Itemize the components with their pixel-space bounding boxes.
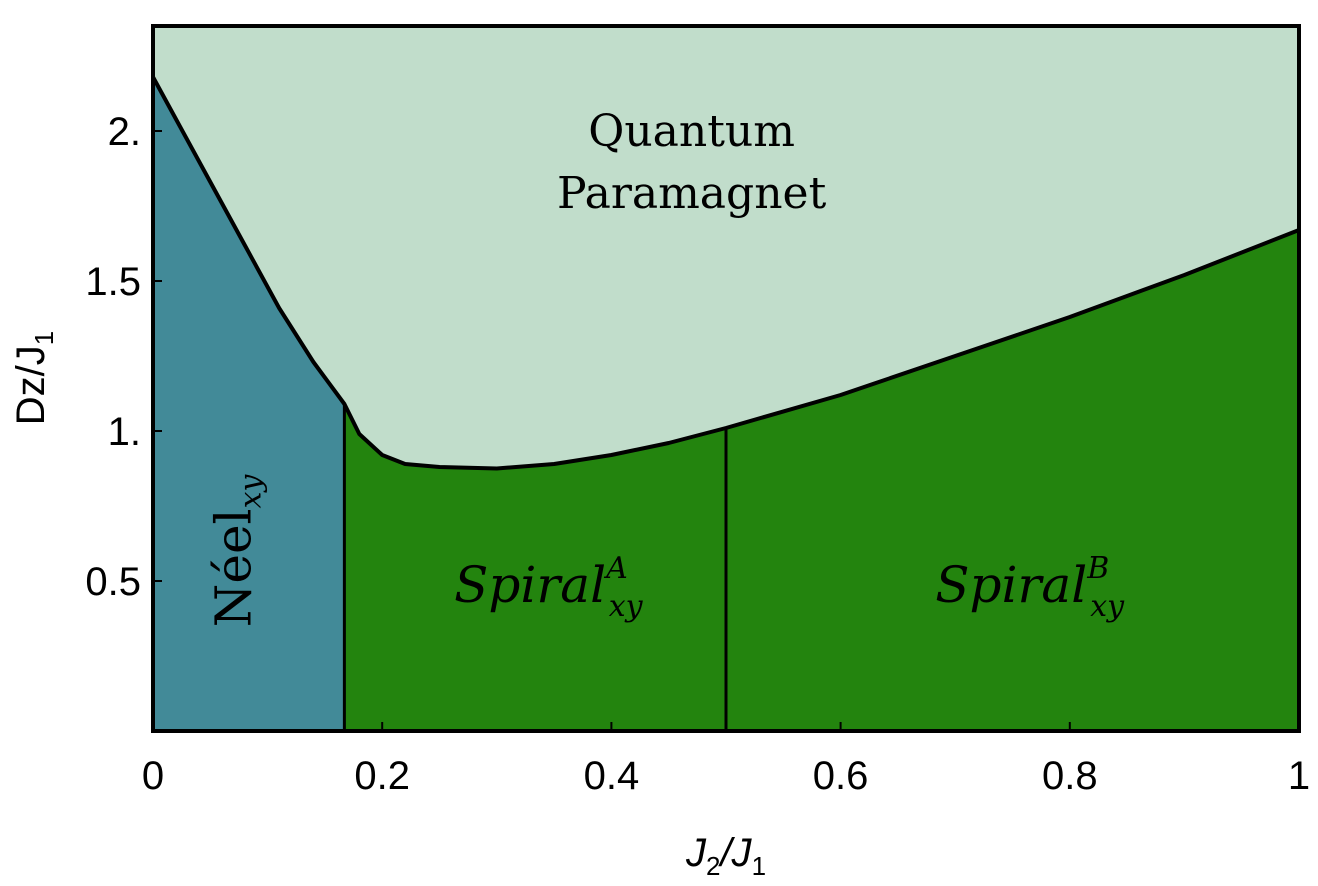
label-quantum-paramagnet-line-2: Paramagnet xyxy=(557,168,827,219)
label-spiral-a-base: Spiral xyxy=(454,556,606,614)
ticks-layer: 0 0.2 0.4 0.6 0.8 1 0.5 1. 1.5 2. xyxy=(85,110,1310,798)
y-tick-label: 1.5 xyxy=(85,260,141,304)
region-spiral-b xyxy=(726,230,1299,731)
label-spiral-b: SpiralB xy xyxy=(935,551,1125,624)
label-neel-base: Néel xyxy=(204,508,262,627)
label-spiral-a-sup: A xyxy=(603,551,628,586)
y-tick-label: 0.5 xyxy=(85,560,141,604)
x-axis-title: J2/J1 xyxy=(685,831,766,881)
x-tick-label: 0.6 xyxy=(813,754,869,798)
x-tick-label: 0.4 xyxy=(584,754,640,798)
label-spiral-b-sub: xy xyxy=(1090,589,1125,624)
y-tick-label: 2. xyxy=(108,110,141,154)
x-tick-label: 0.8 xyxy=(1042,754,1098,798)
label-neel-sub: xy xyxy=(233,474,268,509)
label-neel: Néelxy xyxy=(204,474,268,628)
label-quantum-paramagnet-line-1: Quantum xyxy=(588,106,795,157)
boundary-lines-layer xyxy=(151,76,1300,731)
x-tick-label: 0.2 xyxy=(354,754,410,798)
region-neel xyxy=(153,77,345,731)
plot-frame xyxy=(151,24,1301,733)
label-spiral-a: SpiralA xy xyxy=(454,551,644,624)
y-tick-label: 1. xyxy=(108,410,141,454)
label-spiral-a-sub: xy xyxy=(609,589,644,624)
label-spiral-b-base: Spiral xyxy=(935,556,1087,614)
y-axis-title: Dz/J1 xyxy=(9,331,59,425)
x-tick-label: 1 xyxy=(1288,754,1310,798)
label-spiral-b-sup: B xyxy=(1086,551,1109,586)
region-spiral-a xyxy=(344,404,726,731)
phase-boundary-curve xyxy=(151,76,1300,471)
x-tick-label: 0 xyxy=(142,754,164,798)
